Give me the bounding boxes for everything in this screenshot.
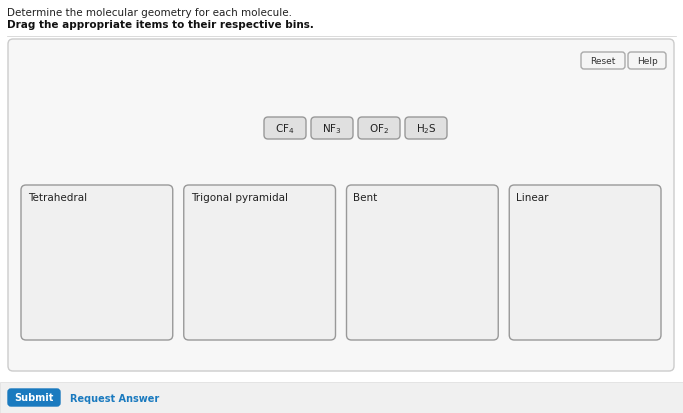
FancyBboxPatch shape: [581, 53, 625, 70]
FancyBboxPatch shape: [358, 118, 400, 140]
FancyBboxPatch shape: [264, 118, 306, 140]
FancyBboxPatch shape: [184, 185, 335, 340]
FancyBboxPatch shape: [21, 185, 173, 340]
Text: Help: Help: [637, 57, 657, 66]
FancyBboxPatch shape: [346, 185, 499, 340]
Bar: [0, 382, 683, 413]
FancyBboxPatch shape: [405, 118, 447, 140]
Text: Bent: Bent: [354, 192, 378, 202]
FancyBboxPatch shape: [8, 40, 674, 371]
Text: Determine the molecular geometry for each molecule.: Determine the molecular geometry for eac…: [7, 8, 292, 18]
Text: Submit: Submit: [14, 392, 54, 403]
Text: Drag the appropriate items to their respective bins.: Drag the appropriate items to their resp…: [7, 20, 314, 30]
Text: H$_2$S: H$_2$S: [415, 122, 436, 135]
Text: Request Answer: Request Answer: [70, 393, 159, 403]
FancyBboxPatch shape: [8, 389, 60, 406]
Text: Reset: Reset: [590, 57, 615, 66]
Text: NF$_3$: NF$_3$: [322, 122, 342, 135]
Text: OF$_2$: OF$_2$: [369, 122, 389, 135]
Text: Linear: Linear: [516, 192, 548, 202]
FancyBboxPatch shape: [510, 185, 661, 340]
Text: CF$_4$: CF$_4$: [275, 122, 295, 135]
Text: Tetrahedral: Tetrahedral: [28, 192, 87, 202]
FancyBboxPatch shape: [311, 118, 353, 140]
Text: Trigonal pyramidal: Trigonal pyramidal: [191, 192, 288, 202]
FancyBboxPatch shape: [628, 53, 666, 70]
